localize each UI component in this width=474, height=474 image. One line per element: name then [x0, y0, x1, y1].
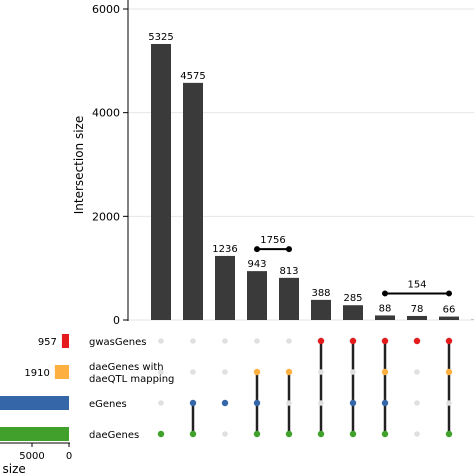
- y-tick-label: 4000: [92, 107, 120, 120]
- matrix-dot-active: [285, 430, 293, 438]
- matrix-dot-inactive: [350, 369, 356, 375]
- matrix-dot-active: [317, 430, 325, 438]
- intersection-bar: [311, 299, 331, 320]
- membership-matrix: [157, 337, 453, 438]
- matrix-dot-inactive: [190, 369, 196, 375]
- matrix-dot-inactive: [158, 400, 164, 406]
- matrix-dot-inactive: [286, 338, 292, 344]
- matrix-dot-active: [381, 368, 389, 376]
- matrix-dot-inactive: [222, 431, 228, 437]
- intersection-value-label: 1236: [212, 244, 237, 255]
- y-axis-title: Intersection size: [72, 116, 86, 214]
- y-axis: Intersection size 0 2000 4000 6000: [72, 0, 129, 327]
- matrix-dot-active: [381, 399, 389, 407]
- matrix-dot-active: [381, 337, 389, 345]
- bracket-end: [254, 246, 260, 253]
- matrix-dot-active: [349, 430, 357, 438]
- intersection-value-label: 66: [443, 305, 456, 316]
- set-size-bar: [61, 334, 69, 348]
- matrix-dot-active: [253, 368, 261, 376]
- intersection-value-label: 4575: [180, 71, 205, 82]
- matrix-dot-active: [349, 337, 357, 345]
- matrix-dot-active: [189, 430, 197, 438]
- y-tick-label: 2000: [92, 210, 120, 223]
- intersection-value-label: 5325: [148, 32, 173, 43]
- intersection-bar: [407, 315, 427, 320]
- set-labels: gwasGenes daeGenes with daeQTL mapping eGen…: [89, 337, 174, 441]
- set-label: daeGenes: [89, 430, 139, 441]
- intersection-bar: [343, 305, 363, 320]
- matrix-dot-active: [285, 368, 293, 376]
- matrix-dot-active: [445, 368, 453, 376]
- matrix-dot-inactive: [286, 400, 292, 406]
- set-size-label: 1910: [24, 368, 49, 379]
- intersection-bar: [215, 255, 235, 320]
- intersection-value-label: 813: [279, 266, 298, 277]
- bracket-end: [286, 246, 292, 253]
- matrix-dot-inactive: [446, 400, 452, 406]
- set-label: gwasGenes: [89, 337, 146, 348]
- bracket-label: 154: [407, 279, 426, 290]
- y-tick-label: 0: [113, 314, 120, 327]
- set-size-axis-title: t size: [0, 462, 26, 474]
- intersection-bar: [183, 82, 203, 320]
- set-size-tick-label: 0: [66, 451, 72, 462]
- set-size-bars: 957191079: [0, 334, 69, 441]
- intersection-value-label: 285: [343, 293, 362, 304]
- matrix-dot-active: [445, 337, 453, 345]
- set-label: daeGenes with daeQTL mapping: [89, 362, 174, 385]
- matrix-dot-inactive: [318, 369, 324, 375]
- set-size-axis: t size 5000 0: [0, 442, 72, 474]
- matrix-dot-active: [189, 399, 197, 407]
- set-size-label: 957: [38, 337, 57, 348]
- combined-brackets: 1756 154: [254, 235, 452, 297]
- intersection-value-labels: 5325457512369438133882858878665: [148, 32, 456, 316]
- matrix-dot-inactive: [318, 400, 324, 406]
- intersection-value-label: 78: [411, 304, 424, 315]
- matrix-dot-inactive: [158, 369, 164, 375]
- y-gridlines: [128, 8, 474, 321]
- set-size-tick-label: 5000: [19, 451, 44, 462]
- matrix-dot-active: [221, 399, 229, 407]
- intersection-value-label: 88: [379, 303, 392, 314]
- intersection-value-label: 388: [311, 288, 330, 299]
- intersection-bar: [375, 315, 395, 320]
- matrix-dot-active: [445, 430, 453, 438]
- set-size-bar: [0, 427, 69, 441]
- intersection-bars: [151, 43, 474, 321]
- matrix-dot-inactive: [222, 338, 228, 344]
- intersection-bar: [279, 277, 299, 320]
- intersection-bar: [247, 271, 267, 320]
- intersection-bar: [439, 316, 459, 320]
- matrix-dot-inactive: [190, 338, 196, 344]
- y-tick-label: 6000: [92, 3, 120, 16]
- matrix-dot-active: [317, 337, 325, 345]
- matrix-dot-active: [253, 399, 261, 407]
- matrix-dot-inactive: [414, 431, 420, 437]
- set-size-bar: [0, 396, 69, 410]
- matrix-dot-inactive: [414, 369, 420, 375]
- intersection-value-label: 943: [247, 259, 266, 270]
- matrix-dot-active: [381, 430, 389, 438]
- matrix-dot-active: [157, 430, 165, 438]
- matrix-dot-active: [413, 337, 421, 345]
- matrix-dot-active: [349, 399, 357, 407]
- set-label: eGenes: [89, 399, 127, 410]
- bracket-end: [382, 290, 388, 297]
- matrix-dot-inactive: [414, 400, 420, 406]
- matrix-dot-inactive: [158, 338, 164, 344]
- matrix-dot-active: [253, 430, 261, 438]
- bracket-end: [446, 290, 452, 297]
- matrix-dot-inactive: [222, 369, 228, 375]
- set-size-bar: [54, 365, 69, 379]
- matrix-dot-inactive: [254, 338, 260, 344]
- bracket-label: 1756: [260, 235, 285, 246]
- intersection-bar: [151, 43, 171, 321]
